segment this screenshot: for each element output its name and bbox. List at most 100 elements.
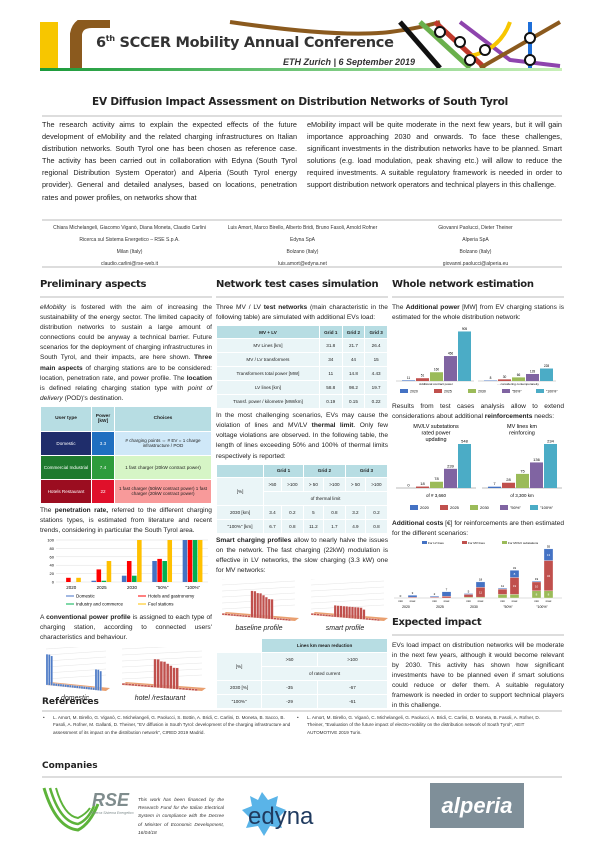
legend-label: "50%" [510, 505, 521, 510]
legend-label: Industry and commerce [76, 602, 124, 607]
author-city: Milan (Italy) [116, 248, 143, 255]
conf-ordinal: th [105, 34, 115, 43]
author-names: Chiara Michelangeli, Giacomo Viganò, Dia… [53, 225, 206, 231]
divider [42, 710, 562, 712]
table-cell: 11 [319, 367, 342, 381]
bar [147, 684, 151, 687]
table-cell: Hotels Restaurant [41, 479, 91, 503]
companies-heading: Companies [42, 761, 98, 771]
author-email[interactable]: claudio.carlini@rse-web.it [100, 260, 159, 267]
table-row: Domestic 3.3 # charging points ⇔ # EV = 1 … [41, 431, 211, 455]
data-label: 28 [506, 478, 511, 483]
tick-label: 40 [50, 563, 55, 568]
segment-label: 34 [547, 573, 551, 577]
reduction-table: Lines km mean reduction [%] >50 >100 of rate… [216, 638, 388, 709]
table-row: Hotels Restaurant 22 1 fast charger (50kW … [41, 479, 211, 503]
group-label: 2025 [436, 605, 444, 609]
gridline [221, 586, 296, 592]
text: (POD)'s destination. [62, 394, 124, 402]
bar [83, 685, 86, 689]
table-cell: of thermal limit [264, 491, 387, 505]
bar [55, 682, 58, 686]
author-email[interactable]: luis.amort@edyna.net [278, 260, 327, 267]
table-cell: >50 [262, 653, 317, 667]
segment-label: 10 [535, 584, 539, 588]
paragraph: The Additional power [MW] from EV chargi… [392, 303, 564, 323]
bar [502, 483, 515, 489]
bar-segment [509, 593, 520, 598]
table-row: Transformers total power [MW] 11 14.8 4.43 [217, 367, 387, 381]
bar [76, 578, 81, 583]
bar [128, 683, 132, 686]
legend-swatch [462, 540, 467, 544]
group-label: 2030 [470, 605, 478, 609]
paragraph: The penetration rate, referred to the di… [40, 506, 212, 536]
section-heading: Expected impact [392, 617, 564, 636]
rse-logo-text: RSE [92, 790, 130, 810]
bar [256, 592, 260, 619]
table-cell: -29 [262, 695, 317, 709]
legend-swatch [502, 540, 507, 544]
data-label: 228 [544, 364, 550, 368]
bar [250, 590, 254, 618]
gridline [45, 650, 107, 655]
tick-label: 2020 [66, 585, 77, 590]
author-org: Alperia SpA [462, 236, 489, 243]
bar [356, 607, 360, 620]
panel-title: reinforcing [509, 431, 535, 437]
poster-title: EV Diffusion Impact Assessment on Distri… [91, 96, 509, 108]
hotel-profile-chart [121, 646, 206, 691]
author-block: Chiara Michelangeli, Giacomo Viganò, Dia… [42, 223, 217, 271]
bar [194, 688, 198, 691]
bar [132, 575, 137, 583]
bar [188, 687, 192, 690]
data-label: 51 [421, 374, 425, 378]
text: allow to nearly halve the issues on the … [216, 536, 388, 574]
legend-swatch [440, 505, 448, 511]
intro-right: eMobility impact will be quite moderate … [307, 120, 562, 190]
bold-text: Smart charging profiles [216, 536, 292, 544]
legend-label: For MV lines [468, 541, 485, 545]
tick-label: 100 [47, 538, 54, 543]
bar [62, 683, 65, 687]
legend-label: 2025 [450, 505, 460, 510]
bar [430, 482, 443, 489]
legend-swatch [434, 389, 442, 394]
table-row: "100%" [km] 6.7 0.8 11.2 1.7 4.9 0.8 [217, 519, 387, 533]
bar-segment [497, 588, 508, 595]
grid-table: MV + LV Grid 1 Grid 2 Grid 3 MV Lines [km] 31… [216, 325, 388, 409]
bar [50, 655, 53, 686]
bar [71, 684, 74, 688]
table-cell: 22 [92, 479, 114, 503]
bar [342, 606, 346, 618]
caption: hotel /restaurant [134, 694, 186, 702]
table-cell: -67 [317, 681, 387, 695]
text: [MW] from EV charging stations is estima… [392, 304, 564, 322]
table-cell: Domestic [41, 431, 91, 455]
text: In the most challenging scenarios, EVs m… [216, 412, 388, 430]
bar [163, 660, 166, 688]
data-label: 11 [407, 376, 411, 380]
table-cell: >100 [323, 477, 345, 491]
bar [371, 618, 374, 621]
bar [59, 683, 63, 687]
bar [444, 469, 457, 489]
bar [310, 613, 314, 616]
whole-network-section: Whole network estimation The Additional … [392, 279, 564, 711]
user-type-table: User type Power [kW] Choices Domestic 3.3 # c… [40, 406, 212, 504]
divider [42, 115, 562, 117]
baseline-profile-chart [221, 579, 299, 622]
bar [137, 683, 141, 686]
bar [90, 686, 93, 690]
bar [159, 660, 163, 688]
bar [197, 540, 203, 583]
bar [166, 663, 170, 689]
bar [48, 653, 51, 685]
row-label: "100%" [km] [217, 519, 264, 533]
bar [526, 374, 539, 382]
bar [167, 540, 173, 583]
bar [66, 684, 70, 687]
author-email[interactable]: giovanni.paolucci@alperia.eu [442, 260, 509, 267]
bar [362, 609, 366, 620]
author-names: Luis Amort, Marco Birello, Alberto Bridi… [227, 225, 378, 231]
